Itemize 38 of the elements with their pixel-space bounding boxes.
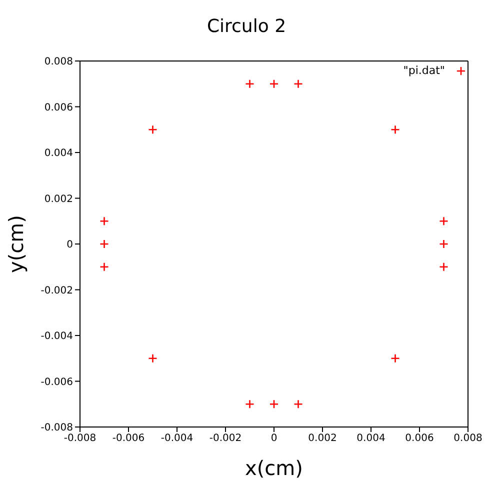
x-tick-label: 0.008 xyxy=(454,433,482,444)
y-tick-label: -0.008 xyxy=(40,422,73,434)
x-tick-label: 0.006 xyxy=(405,433,434,444)
x-tick-label: -0.004 xyxy=(160,433,194,444)
x-tick-label: 0.004 xyxy=(356,433,386,444)
y-tick-label: 0 xyxy=(66,240,73,251)
x-tick-label: -0.008 xyxy=(64,433,96,444)
y-tick-label: -0.002 xyxy=(40,285,73,296)
point xyxy=(390,124,400,134)
x-tick-label: -0.002 xyxy=(209,433,242,444)
x-tick-label: 0.002 xyxy=(308,433,337,444)
point xyxy=(148,124,158,134)
y-tick-label: 0.006 xyxy=(44,102,73,114)
point xyxy=(245,399,254,409)
y-tick-label: -0.006 xyxy=(40,376,73,388)
legend-label: "pi.dat" xyxy=(403,64,445,77)
point xyxy=(390,354,400,364)
point xyxy=(148,354,158,364)
point xyxy=(269,399,279,409)
y-tick-label: 0.004 xyxy=(44,148,73,160)
point xyxy=(294,399,303,409)
point xyxy=(100,239,109,249)
point xyxy=(100,262,109,272)
point xyxy=(100,216,109,226)
point xyxy=(439,216,448,226)
x-tick-label: 0 xyxy=(270,433,278,444)
x-tick-label: -0.006 xyxy=(112,433,145,444)
y-tick-label: 0.002 xyxy=(44,194,73,205)
point xyxy=(439,262,448,272)
chart-title: Circulo 2 xyxy=(206,16,288,37)
y-axis-title: y(cm) xyxy=(4,215,28,273)
y-tick-label: 0.008 xyxy=(44,56,73,68)
y-tick-label: -0.004 xyxy=(40,331,73,342)
x-axis-title: x(cm) xyxy=(245,456,303,480)
point xyxy=(439,239,448,249)
point xyxy=(269,79,279,89)
point xyxy=(294,79,303,89)
point xyxy=(245,79,254,89)
